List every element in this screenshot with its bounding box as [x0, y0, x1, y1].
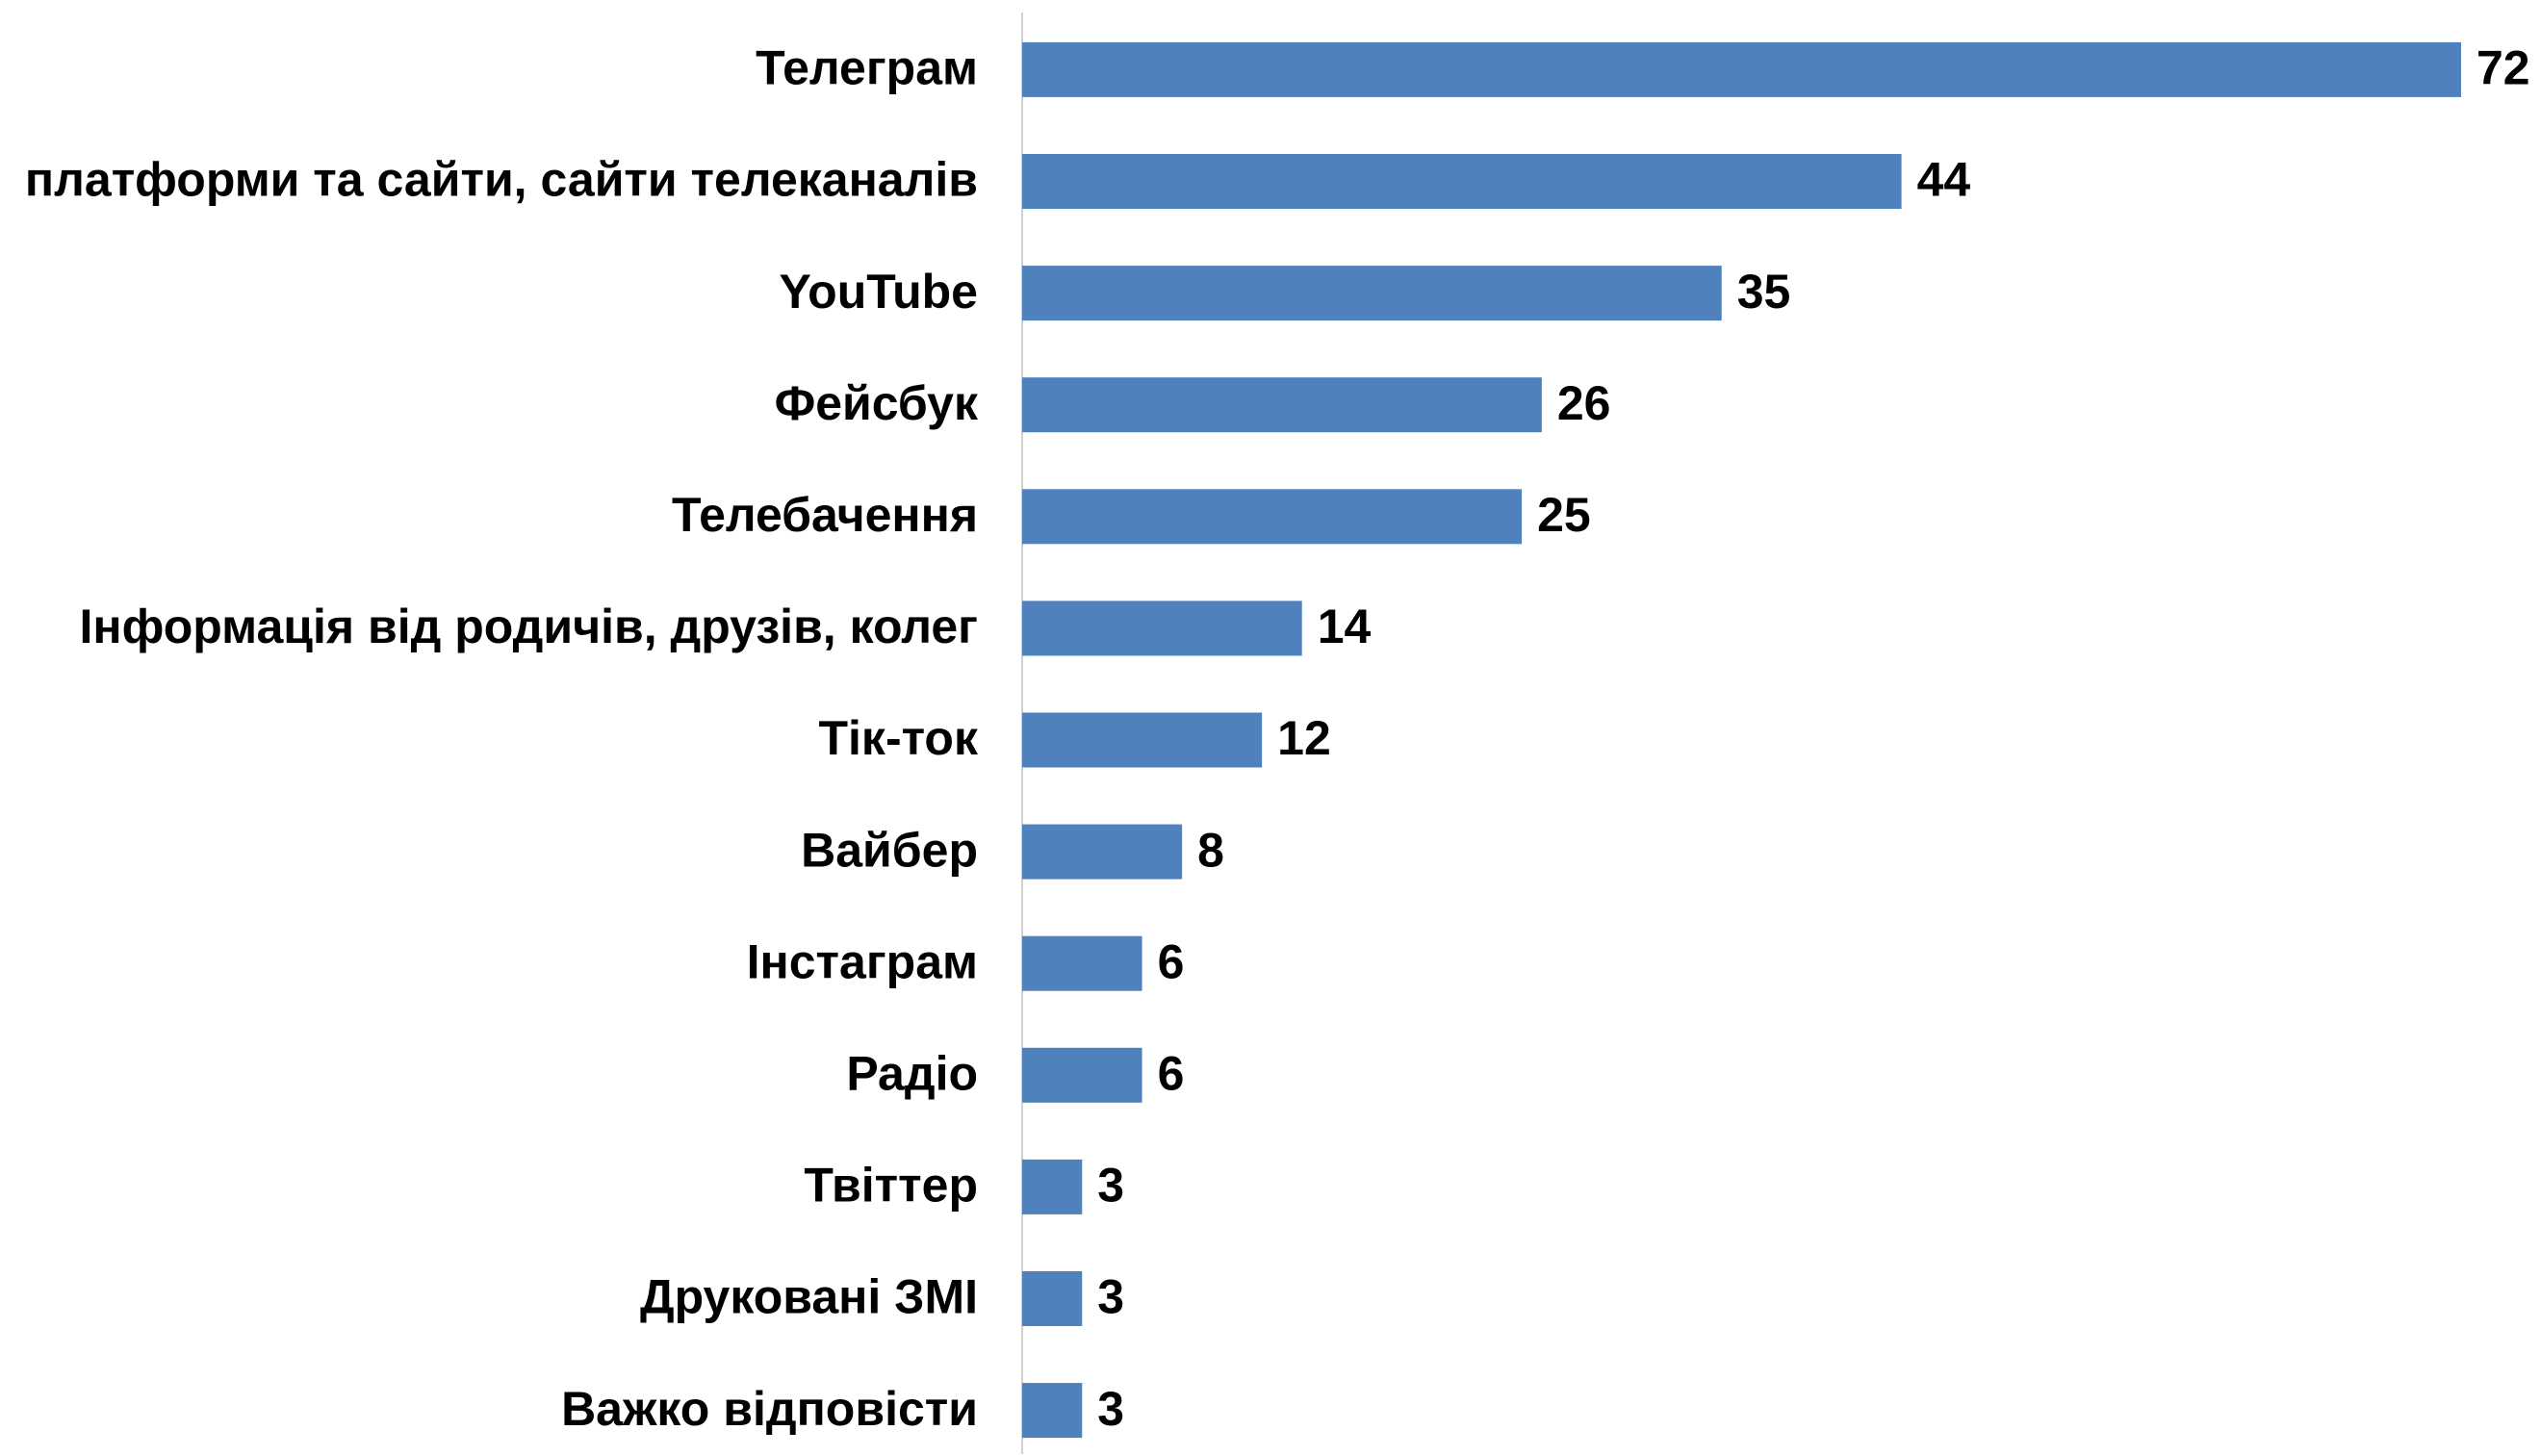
category-label: платформи та сайти, сайти телеканалів	[25, 153, 978, 207]
data-label: 26	[1557, 376, 1611, 430]
category-label: Радіо	[846, 1047, 978, 1101]
data-label: 35	[1737, 265, 1791, 319]
bar	[1022, 600, 1302, 656]
data-label: 3	[1097, 1270, 1124, 1324]
bar	[1022, 1271, 1083, 1326]
category-label: Телебачення	[672, 488, 978, 542]
bar	[1022, 935, 1142, 991]
data-label: 3	[1097, 1159, 1124, 1213]
data-label: 12	[1277, 711, 1331, 765]
bar	[1022, 41, 2461, 97]
data-label: 25	[1537, 488, 1591, 542]
bar	[1022, 1159, 1083, 1214]
bar	[1022, 824, 1183, 880]
bar	[1022, 266, 1722, 321]
bar	[1022, 489, 1523, 545]
category-label: Твіттер	[804, 1159, 978, 1213]
category-label: YouTube	[780, 265, 978, 319]
category-label: Друковані ЗМІ	[640, 1270, 978, 1324]
data-label: 8	[1197, 823, 1224, 877]
data-label: 6	[1158, 934, 1185, 988]
category-label: Вайбер	[801, 823, 978, 877]
data-label: 72	[2476, 41, 2530, 95]
bar	[1022, 1047, 1142, 1103]
data-label: 14	[1318, 600, 1372, 653]
category-label: Важко відповісти	[561, 1382, 978, 1436]
category-label: Інстаграм	[747, 934, 978, 988]
category-label: Фейсбук	[775, 376, 979, 430]
data-label: 3	[1097, 1382, 1124, 1436]
bar	[1022, 1383, 1083, 1439]
bar	[1022, 377, 1542, 433]
category-label: Інформація від родичів, друзів, колег	[80, 600, 978, 653]
data-label: 44	[1917, 153, 1971, 207]
bar	[1022, 712, 1263, 768]
bar	[1022, 154, 1902, 209]
category-label: Телеграм	[756, 41, 978, 95]
data-label: 6	[1158, 1047, 1185, 1101]
category-label: Тік-ток	[818, 711, 978, 765]
